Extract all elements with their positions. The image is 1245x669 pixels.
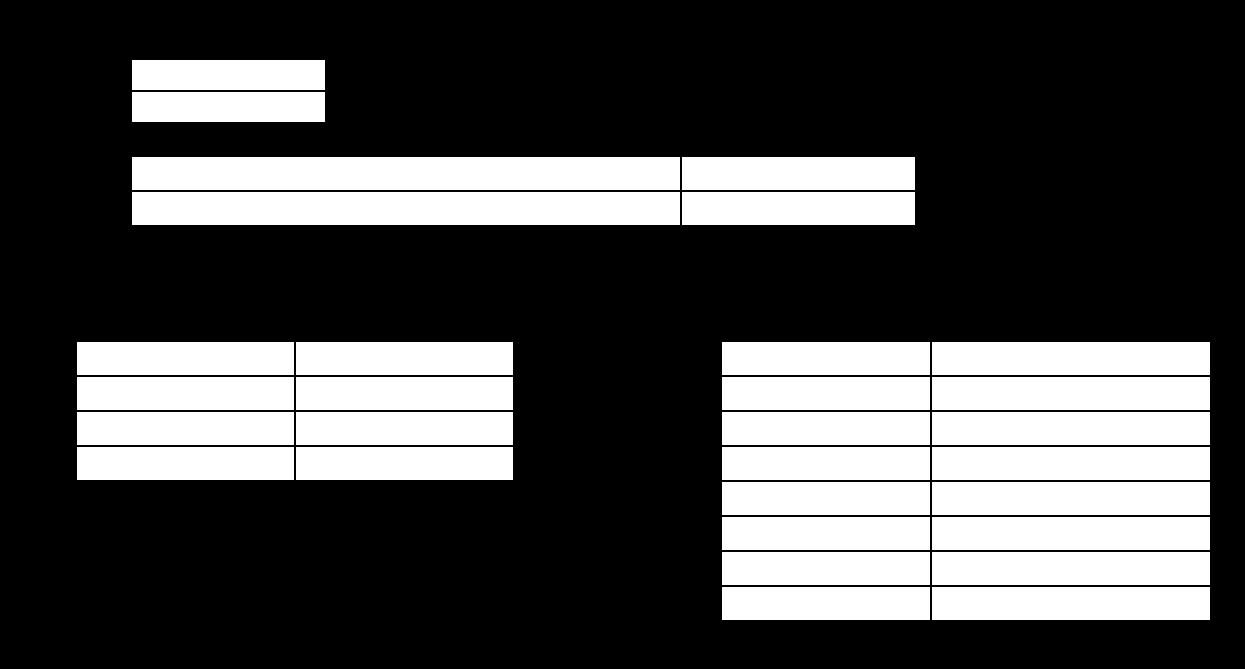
table-cell <box>76 376 295 411</box>
table-cell <box>931 411 1211 446</box>
table-cell <box>931 481 1211 516</box>
table-cell <box>131 156 681 191</box>
table-cell <box>295 411 514 446</box>
table-cell <box>131 91 326 123</box>
table-bottom-left <box>75 340 515 482</box>
table-cell <box>681 156 916 191</box>
table-cell <box>295 341 514 376</box>
table-cell <box>131 59 326 91</box>
table-cell <box>931 446 1211 481</box>
table-cell <box>721 446 931 481</box>
table-cell <box>721 376 931 411</box>
table-cell <box>721 586 931 621</box>
table-cell <box>76 446 295 481</box>
table-cell <box>76 341 295 376</box>
table-top-small <box>130 58 327 124</box>
table-cell <box>931 516 1211 551</box>
table-cell <box>931 341 1211 376</box>
table-cell <box>295 446 514 481</box>
table-cell <box>295 376 514 411</box>
table-bottom-right <box>720 340 1212 622</box>
table-cell <box>931 376 1211 411</box>
table-cell <box>721 481 931 516</box>
table-cell <box>721 516 931 551</box>
table-cell <box>931 586 1211 621</box>
table-cell <box>721 411 931 446</box>
table-cell <box>721 341 931 376</box>
table-cell <box>931 551 1211 586</box>
table-wide <box>130 155 917 227</box>
table-cell <box>681 191 916 226</box>
table-cell <box>76 411 295 446</box>
table-cell <box>721 551 931 586</box>
table-cell <box>131 191 681 226</box>
